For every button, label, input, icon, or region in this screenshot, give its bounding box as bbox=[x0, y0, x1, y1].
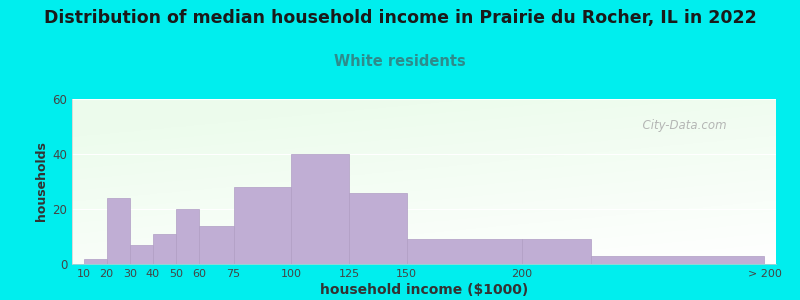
Bar bbox=[153, 234, 176, 264]
Bar bbox=[176, 209, 199, 264]
Text: White residents: White residents bbox=[334, 54, 466, 69]
Bar bbox=[234, 187, 291, 264]
Text: City-Data.com: City-Data.com bbox=[635, 119, 727, 132]
Text: Distribution of median household income in Prairie du Rocher, IL in 2022: Distribution of median household income … bbox=[44, 9, 756, 27]
Bar bbox=[106, 198, 130, 264]
Bar bbox=[83, 259, 106, 264]
Bar bbox=[291, 154, 349, 264]
Bar bbox=[199, 226, 234, 264]
Bar bbox=[522, 239, 591, 264]
Bar bbox=[406, 239, 522, 264]
X-axis label: household income ($1000): household income ($1000) bbox=[320, 283, 528, 297]
Y-axis label: households: households bbox=[35, 142, 48, 221]
Bar bbox=[130, 245, 153, 264]
Bar bbox=[349, 193, 406, 264]
Bar bbox=[591, 256, 765, 264]
